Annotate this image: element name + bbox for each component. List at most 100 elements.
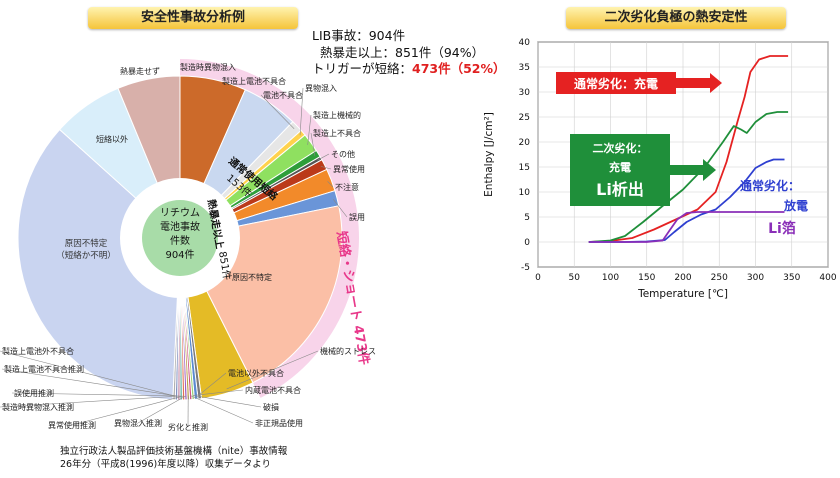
y-tick-label: 5 (524, 213, 530, 223)
annotation-li-deposit: 二次劣化： 充電 Li析出 (570, 134, 716, 206)
slice-label: 誤用 (349, 212, 365, 222)
leader-line (190, 395, 254, 424)
leader-line (310, 132, 316, 156)
annotation-charge-box (556, 72, 676, 94)
slice-labels: 製造時異物混入製造上電池不具合電池不具合異物混入製造上機械的製造上不具合その他異… (0, 62, 376, 432)
annotation-charge-label: 通常劣化：充電 (574, 76, 658, 91)
slice-label: 異物混入推測 (114, 418, 162, 428)
slice-label: 製造上電池不具合 (222, 76, 286, 86)
annotation-discharge-label: 放電 (783, 198, 808, 213)
stat-short-prefix: トリガーが短絡： (312, 61, 413, 76)
annotation-discharge-label: 通常劣化： (740, 178, 800, 193)
center-label: 件数 (170, 234, 190, 247)
leader-line (0, 350, 175, 397)
donut-slices (17, 75, 343, 401)
slice-label: 製造上不具合 (313, 128, 361, 138)
slice-label: その他 (331, 149, 355, 159)
x-tick-label: 400 (819, 273, 836, 283)
slice-label: 機械的ストレス (320, 346, 376, 356)
annotation-charge: 通常劣化：充電 (556, 72, 722, 94)
leader-line (1, 368, 177, 397)
y-tick-label: 30 (519, 88, 531, 98)
source-note-line1: 独立行政法人製品評価技術基盤機構（nite）事故情報 (60, 446, 288, 457)
slice-label: 破損 (263, 402, 279, 412)
slice-label: 電池不具合 (263, 90, 303, 100)
leader-line (320, 166, 332, 170)
center-disc (142, 200, 218, 276)
leader-line (199, 372, 227, 396)
right-panel-title: 二次劣化負極の熱安定性 (566, 7, 786, 29)
x-tick-label: 250 (711, 273, 728, 283)
leader-line (0, 395, 182, 408)
y-tick-label: -5 (521, 263, 530, 273)
y-axis-label: Enthalpy [J/cm²] (483, 112, 495, 197)
y-tick-label: 25 (519, 113, 530, 123)
slice-label: 製造上電池不具合推測 (4, 364, 84, 374)
stat-thermal-runaway: 熱暴走以上：851件（94%） (320, 45, 485, 60)
leader-line (226, 350, 319, 390)
x-tick-label: 350 (783, 273, 800, 283)
slice-label: 製造時異物混入 (180, 62, 236, 72)
slice-label: 内蔵電池不具合 (245, 385, 301, 395)
leader-line (137, 395, 186, 424)
slice-label: 熱暴走せず (120, 66, 160, 76)
slice-label: （短絡か不明） (56, 250, 116, 261)
y-tick-label: 10 (519, 188, 531, 198)
slice-label: 異常使用 (333, 164, 365, 174)
leader-line (192, 395, 262, 408)
y-tick-label: 15 (519, 163, 530, 173)
stat-short-circuit-trigger: トリガーが短絡：473件（52%） (312, 58, 506, 77)
x-axis-label: Temperature [℃] (637, 288, 728, 300)
leader-line (317, 153, 330, 161)
stat-short-count: 473件（52%） (412, 61, 506, 76)
slice-label: 誤使用推測 (14, 388, 54, 398)
annotation-li-foil-label: Li箔 (768, 220, 796, 237)
series-lines (588, 55, 789, 243)
annotation-li-deposit-label: 二次劣化： (593, 141, 648, 155)
source-note-line2: 26年分（平成8(1996)年度以降）収集データより (60, 459, 272, 470)
leader-line (299, 87, 304, 136)
slice-label: 異常使用推測 (48, 420, 96, 430)
slice-label: 製造時異物混入推測 (2, 402, 74, 412)
y-tick-label: 35 (519, 63, 530, 73)
series-line-charge (588, 55, 789, 243)
slice-label: 非正規品使用 (255, 418, 303, 428)
slice-label: 劣化と推測 (168, 422, 208, 432)
left-panel-title: 安全性事故分析例 (88, 7, 298, 29)
leader-line (195, 389, 244, 396)
stat-lib-accidents: LIB事故：904件 (312, 28, 406, 43)
center-label: 904件 (165, 249, 194, 261)
slice-label: 原因不特定 (65, 238, 108, 249)
y-tick-label: 0 (524, 238, 530, 248)
leader-line (307, 114, 312, 145)
x-tick-label: 0 (535, 273, 541, 283)
leader-line (11, 392, 179, 397)
x-tick-label: 300 (747, 273, 764, 283)
slice-label: 異物混入 (305, 83, 337, 93)
leader-line (327, 181, 334, 188)
x-tick-label: 150 (638, 273, 655, 283)
leader-line (260, 94, 295, 129)
inner-label-count: 851件 (216, 250, 233, 281)
annotation-li-deposit-arrow (670, 159, 716, 181)
slice-label: 短絡以外 (96, 134, 128, 144)
series-line-li_deposit (588, 111, 789, 243)
slice-label: 製造上電池外不具合 (2, 346, 74, 356)
x-tick-label: 200 (674, 273, 691, 283)
series-line-li_foil (588, 211, 785, 243)
slice-label: 電池以外不具合 (228, 368, 284, 378)
leader-line (71, 395, 184, 426)
y-tick-label: 40 (519, 38, 531, 48)
y-tick-label: 20 (519, 138, 531, 148)
slice-label: 製造上機械的 (313, 110, 361, 120)
short-circuit-band (180, 59, 359, 398)
annotation-li-deposit-label: 充電 (609, 160, 631, 174)
annotation-charge-arrow (676, 73, 722, 93)
leader-line (332, 198, 348, 218)
slice-label: 不注意 (335, 182, 359, 192)
center-label: 電池事故 (160, 220, 200, 233)
x-tick-label: 100 (602, 273, 619, 283)
enthalpy-line-chart: 0 50 100 150 200 250 300 350 400 -5 0 5 10 15 20 25 30 35… (483, 38, 837, 300)
annotation-li-deposit-box (570, 134, 670, 206)
